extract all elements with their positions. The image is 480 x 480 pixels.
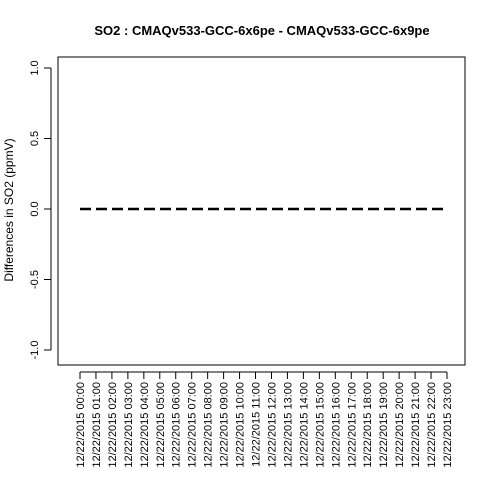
y-tick-label: 1.0 xyxy=(29,60,41,75)
y-tick-label: 0.5 xyxy=(29,131,41,146)
x-tick-label: 12/22/2015 00:00 xyxy=(75,382,87,468)
x-axis: 12/22/2015 00:00 12/22/2015 01:00 12/22/20… xyxy=(75,371,454,468)
x-tick-label: 12/22/2015 11:00 xyxy=(251,382,263,467)
x-tick-label: 12/22/2015 05:00 xyxy=(155,382,167,468)
y-tick-label: -0.5 xyxy=(29,270,41,289)
x-tick-label: 12/22/2015 07:00 xyxy=(187,382,199,468)
x-tick-label: 12/22/2015 01:00 xyxy=(91,382,103,468)
x-tick-label: 12/22/2015 14:00 xyxy=(298,382,310,468)
x-tick-label: 12/22/2015 19:00 xyxy=(378,382,390,468)
x-tick-label: 12/22/2015 17:00 xyxy=(346,382,358,468)
x-tick-label: 12/22/2015 12:00 xyxy=(266,382,278,468)
x-tick-label: 12/22/2015 08:00 xyxy=(203,382,215,468)
x-tick-label: 12/22/2015 16:00 xyxy=(330,382,342,468)
x-tick-label: 12/22/2015 09:00 xyxy=(219,382,231,468)
x-tick-label: 12/22/2015 23:00 xyxy=(442,382,454,468)
x-tick-label: 12/22/2015 15:00 xyxy=(314,382,326,468)
x-tick-label: 12/22/2015 18:00 xyxy=(362,382,374,468)
y-axis-label: Differences in SO2 (ppmV) xyxy=(2,138,16,281)
x-tick-label: 12/22/2015 20:00 xyxy=(394,382,406,468)
x-tick-label: 12/22/2015 04:00 xyxy=(139,382,151,468)
x-tick-label: 12/22/2015 22:00 xyxy=(426,382,438,468)
x-tick-label: 12/22/2015 03:00 xyxy=(123,382,135,468)
chart-title: SO2 : CMAQv533-GCC-6x6pe - CMAQv533-GCC-… xyxy=(94,23,429,38)
y-tick-label: -1.0 xyxy=(29,341,41,360)
x-tick-label: 12/22/2015 13:00 xyxy=(282,382,294,468)
y-tick-label: 0.0 xyxy=(29,201,41,216)
x-tick-label: 12/22/2015 06:00 xyxy=(171,382,183,468)
x-tick-label: 12/22/2015 10:00 xyxy=(235,382,247,468)
y-axis: -1.0 -0.5 0.0 0.5 1.0 xyxy=(29,60,52,360)
x-tick-label: 12/22/2015 21:00 xyxy=(410,382,422,468)
plot-frame xyxy=(57,56,466,366)
x-tick-label: 12/22/2015 02:00 xyxy=(107,382,119,468)
